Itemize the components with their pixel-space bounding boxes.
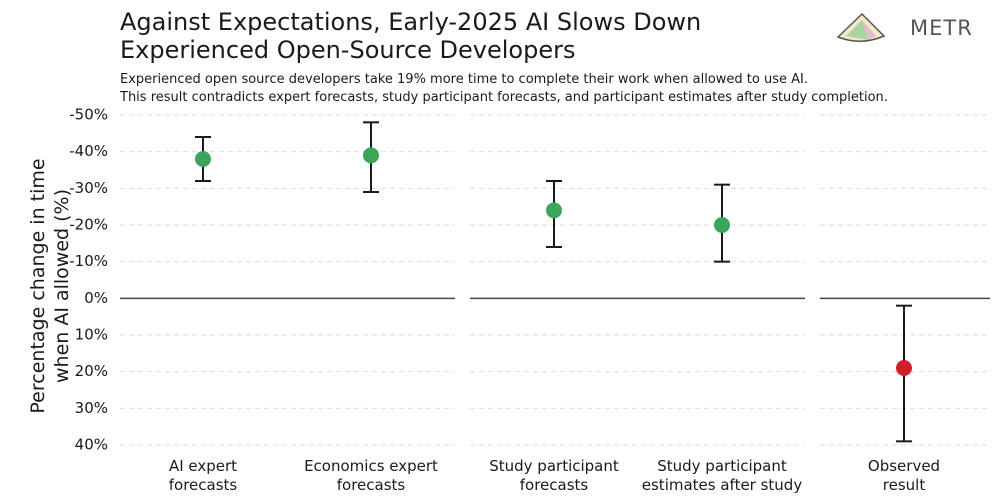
point	[546, 202, 562, 219]
point	[714, 217, 730, 233]
logo	[836, 12, 886, 42]
y-tick-label: 20%	[75, 362, 108, 380]
y-tick-label: 0%	[84, 289, 108, 307]
y-tick-label: -20%	[69, 216, 108, 234]
x-tick-label: Study participant forecasts	[489, 457, 619, 494]
y-axis-label: Percentage change in time when AI allowe…	[27, 158, 73, 414]
y-tick-label: -10%	[69, 252, 108, 270]
y-tick-label: -40%	[69, 142, 108, 160]
chart-title: Against Expectations, Early-2025 AI Slow…	[120, 8, 702, 64]
x-tick-label: Observed result	[867, 457, 941, 494]
x-tick-label: Study participant estimates after study	[641, 457, 803, 494]
chart-subtitle: Experienced open source developers take …	[120, 72, 888, 105]
y-tick-label: 30%	[75, 399, 108, 417]
x-tick-label: AI expert forecasts	[168, 457, 238, 494]
y-tick-label: -30%	[69, 179, 108, 197]
x-tick-label: Economics expert forecasts	[304, 457, 438, 494]
brand: METR	[910, 16, 973, 40]
point	[896, 360, 912, 376]
y-tick-label: 40%	[75, 436, 108, 454]
point	[195, 151, 211, 167]
point	[363, 147, 379, 164]
y-tick-label: -50%	[69, 106, 108, 124]
y-tick-label: 10%	[75, 326, 108, 344]
